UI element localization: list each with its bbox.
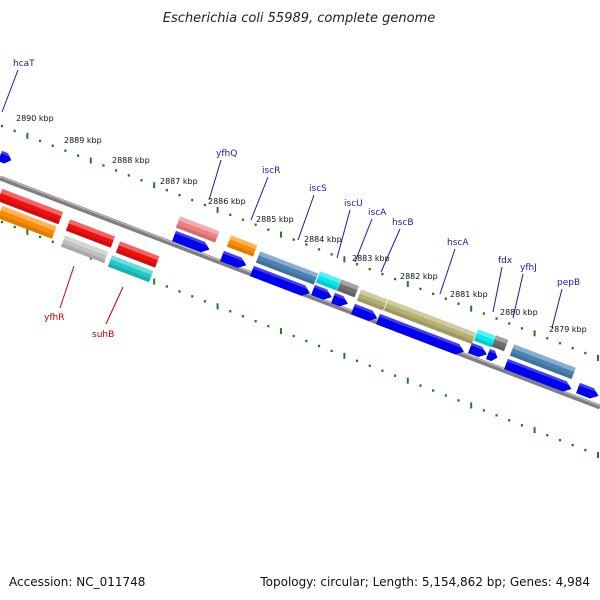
gene-name-text: iscU <box>344 199 363 209</box>
feature-cyan-2 <box>473 329 496 348</box>
gene-name-text: iscR <box>262 166 280 176</box>
outer-tick-ring <box>0 124 599 361</box>
kbp-label: 2882 kbp <box>400 272 438 281</box>
accession-text: Accession: NC_011748 <box>9 575 145 589</box>
gene-name-text: yfhJ <box>520 263 537 273</box>
feature-pink-1 <box>175 216 220 243</box>
gene-name-text: suhB <box>92 330 114 340</box>
feature-olive-2 <box>383 299 476 345</box>
cds-arrow-7 <box>351 303 378 321</box>
map-title: Escherichia coli 55989, complete genome <box>163 11 435 26</box>
feature-track <box>0 188 576 380</box>
kbp-label: 2885 kbp <box>256 215 294 224</box>
gene-label-yfhJ: yfhJ <box>512 263 537 319</box>
gene-label-hscB: hscB <box>380 218 414 273</box>
gene-name-text: fdx <box>498 256 513 266</box>
cds-arrow-3 <box>220 250 247 268</box>
feature-orange-1 <box>0 205 57 239</box>
cds-arrow-9 <box>468 342 487 358</box>
gene-label-suhB: suhB <box>92 286 124 340</box>
cds-arrow-6 <box>331 292 348 307</box>
feature-gray-2 <box>336 279 359 298</box>
kbp-label: 2884 kbp <box>304 235 342 244</box>
feature-gray-1 <box>60 235 109 264</box>
kbp-label: 2890 kbp <box>16 114 54 123</box>
cds-arrow-2 <box>172 230 210 253</box>
gene-label-yfhQ: yfhQ <box>208 149 237 201</box>
gene-name-text: iscS <box>309 184 327 194</box>
feature-red-2 <box>65 219 115 248</box>
cds-arrow-4 <box>250 265 310 296</box>
gene-name-text: hscB <box>392 218 414 228</box>
cds-arrow-10 <box>486 348 498 362</box>
feature-steelblue-2 <box>509 344 576 380</box>
gene-name-text: hcaT <box>13 59 35 69</box>
feature-cyan-1 <box>315 271 341 291</box>
cds-arrow-11 <box>504 358 572 392</box>
feature-orange-2 <box>226 235 258 257</box>
topology-text: Topology: circular; Length: 5,154,862 bp… <box>259 575 590 589</box>
cds-arrow-5 <box>311 284 332 300</box>
kbp-label: 2887 kbp <box>160 177 198 186</box>
gene-label-hscA: hscA <box>439 238 469 295</box>
cds-arrow-12 <box>576 382 599 399</box>
gene-label-iscU: iscU <box>336 199 363 259</box>
kbp-label: 2888 kbp <box>112 156 150 165</box>
gene-name-text: yfhR <box>44 313 64 323</box>
gene-label-pepB: pepB <box>551 278 580 329</box>
cds-arrow-1 <box>0 150 12 164</box>
kbp-labels: 2890 kbp 2889 kbp 2888 kbp 2887 kbp 2886 kbp… <box>16 114 587 334</box>
gene-label-iscR: iscR <box>250 166 280 221</box>
gene-name-text: pepB <box>557 278 580 288</box>
gene-label-hcaT: hcaT <box>1 59 35 113</box>
gene-label-iscA: iscA <box>354 208 387 263</box>
gene-label-fdx: fdx <box>492 256 513 313</box>
kbp-label: 2880 kbp <box>500 308 538 317</box>
cds-arrow-8 <box>376 313 464 355</box>
tick-rings <box>0 124 599 458</box>
feature-red-3 <box>115 241 160 268</box>
gene-name-text: yfhQ <box>216 149 237 159</box>
kbp-label: 2879 kbp <box>549 325 587 334</box>
inner-tick-ring <box>0 220 599 458</box>
feature-red-1 <box>0 188 64 225</box>
gene-name-text: hscA <box>447 238 469 248</box>
feature-teal-1 <box>107 255 154 283</box>
feature-gray-3 <box>491 335 509 352</box>
kbp-label: 2889 kbp <box>64 136 102 145</box>
kbp-label: 2883 kbp <box>352 254 390 263</box>
cds-track <box>0 150 599 399</box>
kbp-label: 2886 kbp <box>208 197 246 206</box>
gene-name-text: iscA <box>368 208 387 218</box>
gene-label-yfhR: yfhR <box>44 265 75 323</box>
feature-steelblue-1 <box>255 251 319 285</box>
feature-olive-1 <box>356 289 388 311</box>
kbp-label: 2881 kbp <box>450 290 488 299</box>
gene-label-iscS: iscS <box>297 184 327 241</box>
